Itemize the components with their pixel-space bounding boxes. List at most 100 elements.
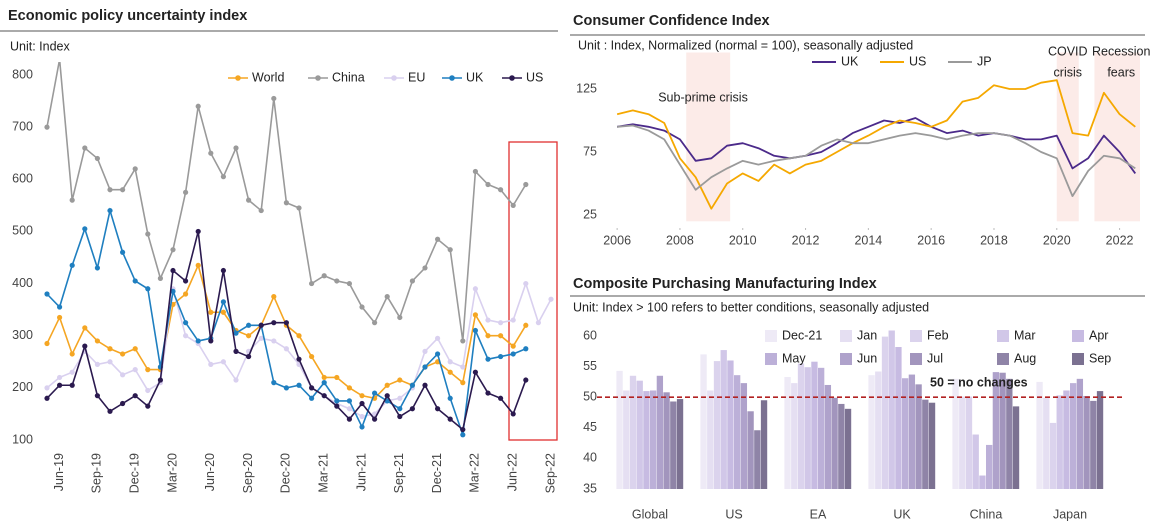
x-tick-label: Jun-20 <box>203 453 217 491</box>
point <box>107 359 113 365</box>
point <box>523 181 529 188</box>
bar <box>928 402 936 489</box>
legend-label: Jul <box>927 351 943 365</box>
point <box>82 325 88 331</box>
point <box>472 168 478 175</box>
x-tick-label: 2014 <box>854 233 882 247</box>
point <box>271 294 277 300</box>
point <box>346 416 352 422</box>
legend-dot <box>391 75 397 81</box>
legend-dot <box>315 75 321 81</box>
point <box>535 320 542 326</box>
series-line <box>617 124 1136 197</box>
point <box>233 145 239 151</box>
legend-label: UK <box>841 54 859 68</box>
x-tick-label: Jun-19 <box>52 453 66 491</box>
point <box>422 364 428 370</box>
point <box>523 280 529 287</box>
point <box>422 348 428 354</box>
chart-subtitle: Unit: Index > 100 refers to better condi… <box>573 300 929 314</box>
point <box>321 273 327 279</box>
point <box>334 398 340 404</box>
annotation: COVID <box>1048 44 1088 58</box>
bar <box>979 475 986 489</box>
point <box>208 338 214 344</box>
point <box>94 393 100 399</box>
bar <box>881 336 889 489</box>
point <box>69 382 75 388</box>
point <box>170 288 176 294</box>
point <box>246 322 252 328</box>
point <box>220 309 226 315</box>
bar <box>700 354 707 489</box>
point <box>57 304 63 310</box>
legend-label: Sep <box>1089 351 1111 365</box>
point <box>359 304 365 310</box>
point <box>44 385 50 391</box>
point <box>460 380 466 386</box>
point <box>132 346 138 352</box>
point <box>359 393 365 399</box>
point <box>57 314 63 321</box>
point <box>246 197 252 203</box>
y-tick-label: 400 <box>12 276 33 290</box>
point <box>447 395 453 401</box>
legend-label: EU <box>408 70 425 84</box>
point <box>94 265 100 271</box>
x-tick-label: Sep-20 <box>241 453 255 493</box>
bar <box>791 383 798 489</box>
legend-label: World <box>252 70 284 84</box>
point <box>233 348 239 354</box>
legend-label: UK <box>466 70 484 84</box>
point <box>271 338 277 344</box>
point <box>208 150 214 156</box>
point <box>346 280 352 287</box>
x-tick-label: Japan <box>1053 507 1087 521</box>
point <box>258 207 264 214</box>
bar <box>734 375 741 489</box>
x-tick-label: 2008 <box>666 233 694 247</box>
y-tick-label: 60 <box>583 328 597 342</box>
point <box>283 320 289 326</box>
bar <box>784 377 791 489</box>
y-tick-label: 125 <box>576 81 597 95</box>
point <box>145 286 151 292</box>
legend-dot <box>235 75 241 81</box>
point <box>334 374 340 381</box>
legend-label: JP <box>977 54 992 68</box>
point <box>372 320 378 326</box>
point <box>258 322 264 328</box>
point <box>44 340 50 347</box>
bar <box>650 390 657 489</box>
point <box>183 291 189 297</box>
point <box>120 249 126 255</box>
bar <box>986 444 993 489</box>
point <box>296 333 302 339</box>
bar <box>747 411 754 489</box>
point <box>309 353 315 360</box>
bar <box>965 396 973 489</box>
point <box>397 314 403 321</box>
annotation: Sub-prime crisis <box>658 90 748 104</box>
point <box>498 333 504 339</box>
point <box>132 367 138 373</box>
legend-label: Mar <box>1014 328 1036 342</box>
point <box>296 382 302 388</box>
point <box>220 299 226 305</box>
bar <box>818 367 825 489</box>
bar <box>831 397 838 489</box>
point <box>460 426 466 433</box>
bar <box>999 372 1006 489</box>
point <box>170 247 176 253</box>
point <box>296 205 302 211</box>
bar <box>1043 397 1050 489</box>
point <box>107 207 113 214</box>
point <box>485 333 491 339</box>
y-tick-label: 25 <box>583 207 597 221</box>
point <box>485 181 491 188</box>
point <box>57 382 63 388</box>
bar <box>959 396 966 489</box>
legend-label: Feb <box>927 328 949 342</box>
point <box>397 406 403 412</box>
legend-swatch <box>840 353 852 365</box>
